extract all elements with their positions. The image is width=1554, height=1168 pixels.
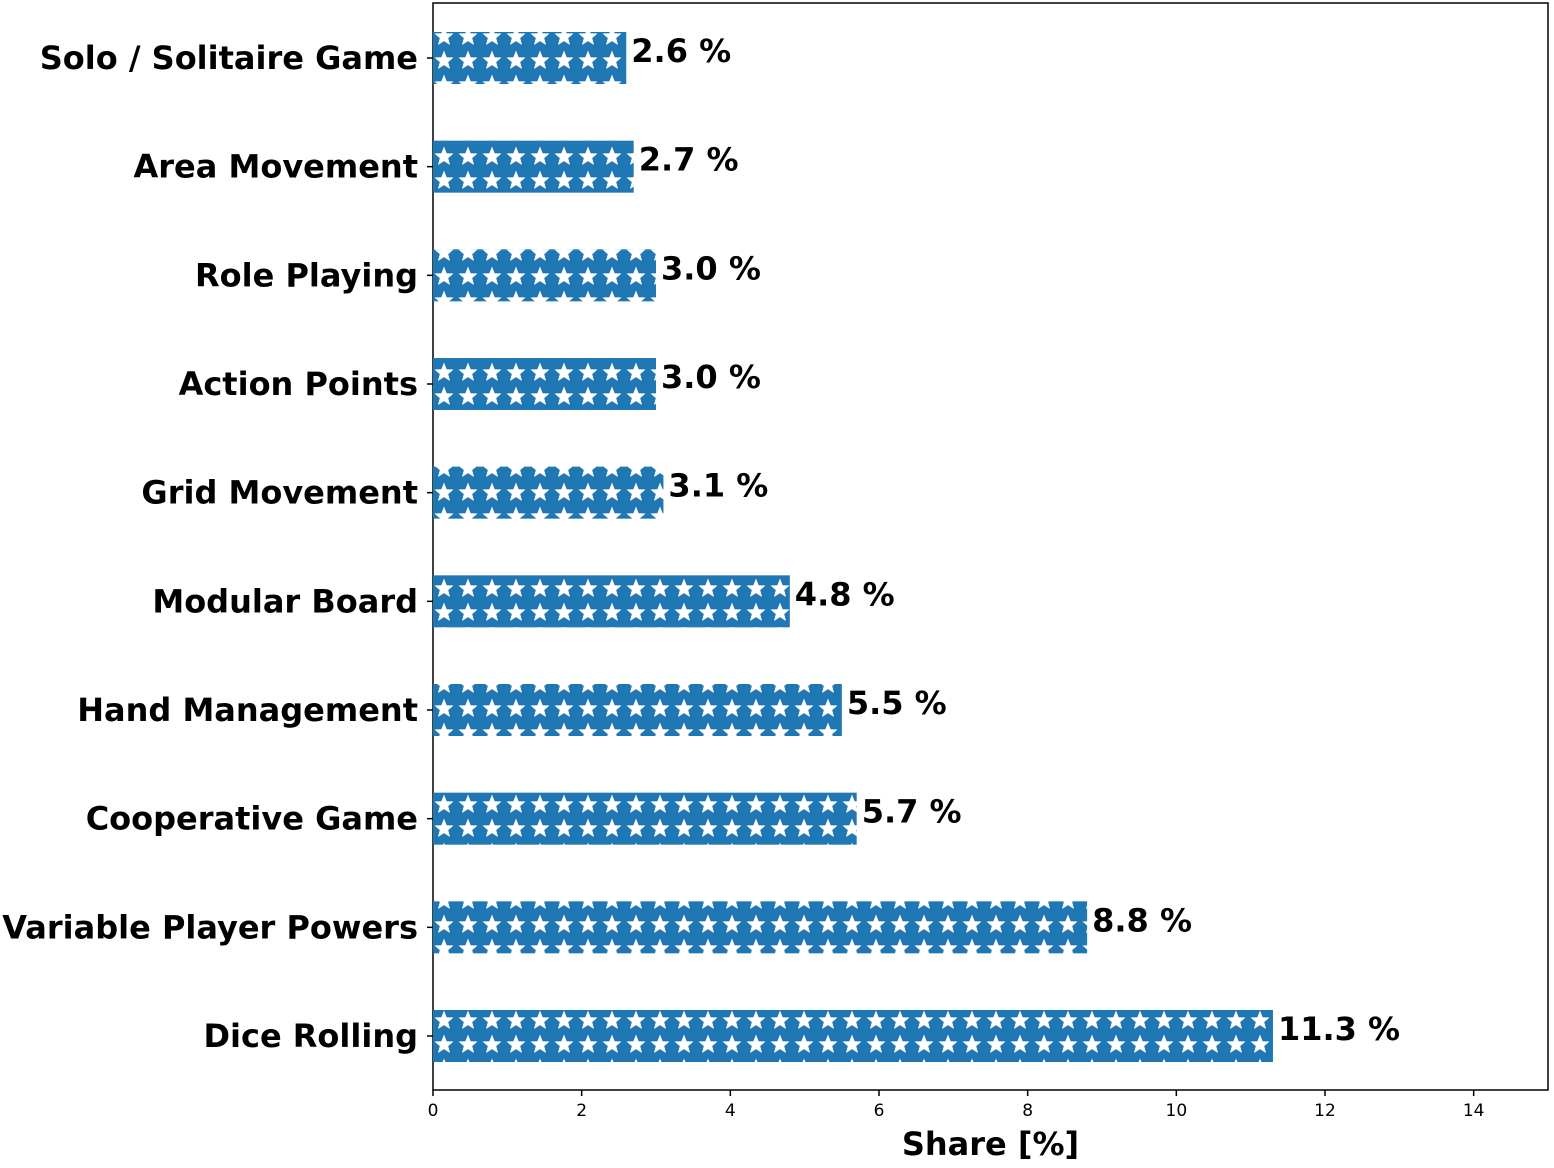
- bar: [433, 1010, 1273, 1062]
- value-label: 3.1 %: [668, 467, 768, 505]
- x-tick-label: 2: [576, 1101, 587, 1121]
- category-label: Role Playing: [195, 256, 418, 294]
- bar: [433, 901, 1088, 954]
- value-label: 3.0 %: [661, 358, 761, 396]
- x-tick-label: 6: [874, 1101, 885, 1121]
- category-label: Area Movement: [134, 148, 419, 186]
- x-tick-label: 12: [1314, 1101, 1336, 1121]
- bar: [433, 32, 627, 84]
- value-label: 4.8 %: [795, 575, 895, 613]
- x-tick-label: 8: [1022, 1101, 1033, 1121]
- category-label: Solo / Solitaire Game: [40, 39, 418, 77]
- bar: [433, 792, 857, 845]
- bar: [433, 358, 656, 410]
- x-tick-label: 10: [1166, 1101, 1188, 1121]
- value-label: 5.5 %: [847, 684, 947, 722]
- value-label: 8.8 %: [1092, 901, 1192, 939]
- category-label: Variable Player Powers: [2, 908, 418, 946]
- plot-frame: [432, 2, 1549, 1091]
- value-label: 2.7 %: [639, 141, 739, 179]
- bar: [433, 684, 842, 736]
- bar: [433, 575, 790, 628]
- x-tick-label: 4: [725, 1101, 736, 1121]
- x-tick-label: 0: [428, 1101, 439, 1121]
- category-label: Dice Rolling: [203, 1017, 418, 1055]
- category-label: Hand Management: [77, 691, 418, 729]
- category-label: Action Points: [179, 365, 418, 403]
- category-label: Modular Board: [152, 582, 418, 620]
- bar: [433, 249, 656, 302]
- category-label: Cooperative Game: [86, 800, 418, 838]
- value-label: 2.6 %: [631, 32, 731, 70]
- value-label: 3.0 %: [661, 249, 761, 287]
- x-tick-label: 14: [1463, 1101, 1485, 1121]
- value-label: 5.7 %: [862, 793, 962, 831]
- value-label: 11.3 %: [1278, 1010, 1400, 1048]
- bar: [433, 140, 634, 193]
- category-label: Grid Movement: [141, 474, 418, 512]
- x-axis-title: Share [%]: [902, 1125, 1079, 1163]
- bar: [433, 466, 664, 519]
